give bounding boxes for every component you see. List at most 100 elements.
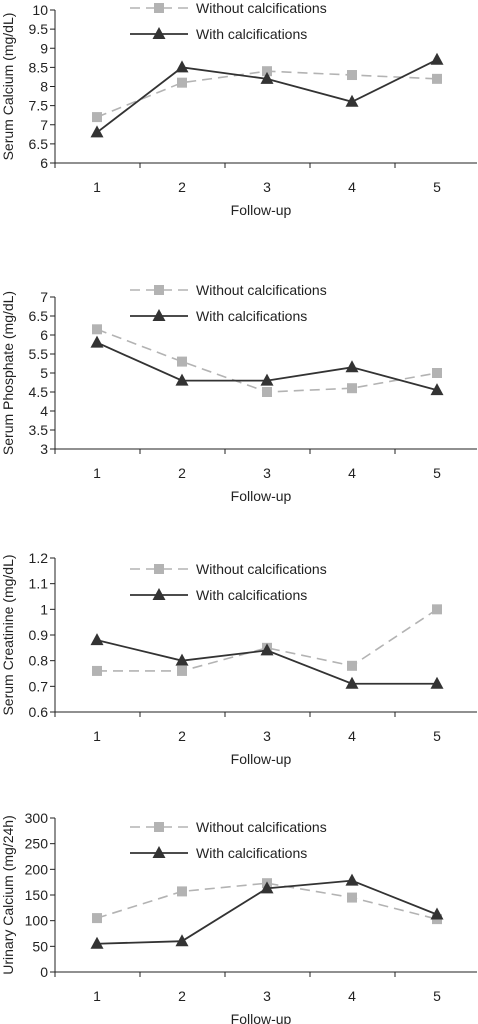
legend-label: With calcifications	[196, 587, 307, 603]
y-tick-label: 9	[40, 40, 48, 56]
y-tick-label: 50	[32, 938, 48, 954]
data-point	[175, 373, 189, 386]
legend-label: With calcifications	[196, 308, 307, 324]
legend: Without calcifications With calcification…	[130, 0, 327, 42]
x-tick-label: 3	[263, 179, 271, 195]
y-tick-label: 6.5	[29, 308, 49, 324]
x-tick-label: 3	[263, 728, 271, 744]
data-point	[432, 368, 442, 378]
data-point	[345, 360, 359, 373]
legend-marker	[154, 564, 164, 574]
legend-marker	[152, 27, 166, 39]
x-tick-label: 5	[433, 179, 441, 195]
legend-marker	[152, 588, 166, 600]
data-point	[432, 73, 442, 84]
data-point	[260, 373, 274, 386]
y-tick-label: 250	[25, 836, 49, 852]
legend-label: With calcifications	[196, 26, 307, 42]
legend-label: With calcifications	[196, 845, 307, 861]
x-tick-label: 3	[263, 988, 271, 1004]
y-tick-label: 7.5	[29, 98, 49, 114]
data-point	[177, 77, 187, 88]
data-point	[345, 94, 359, 107]
x-tick-label: 1	[93, 728, 101, 744]
data-point	[175, 934, 189, 947]
legend-label: Without calcifications	[196, 561, 327, 577]
x-tick-label: 4	[348, 728, 356, 744]
y-tick-label: 0	[40, 964, 48, 980]
data-point	[345, 676, 359, 689]
series-2	[90, 633, 444, 689]
y-tick-label: 1.2	[29, 550, 49, 566]
data-point	[347, 383, 357, 394]
y-tick-label: 6	[40, 155, 48, 171]
data-point	[92, 665, 102, 676]
x-tick-label: 1	[93, 179, 101, 195]
data-point	[347, 70, 357, 81]
series-2	[90, 873, 444, 949]
x-tick-label: 2	[178, 728, 186, 744]
y-tick-label: 6	[40, 327, 48, 343]
y-tick-label: 9.5	[29, 21, 49, 37]
y-tick-label: 0.7	[29, 678, 49, 694]
x-tick-label: 4	[348, 465, 356, 481]
data-point	[262, 66, 272, 77]
y-tick-label: 0.6	[29, 704, 49, 720]
x-tick-label: 4	[348, 179, 356, 195]
legend-marker	[152, 309, 166, 321]
series-2	[90, 52, 444, 138]
y-axis-title: Serum Calcium (mg/dL)	[0, 13, 16, 161]
data-point	[430, 52, 444, 65]
data-point	[347, 660, 357, 671]
legend-label: Without calcifications	[196, 0, 327, 16]
data-point	[92, 324, 102, 335]
data-point	[90, 936, 104, 949]
x-tick-label: 1	[93, 988, 101, 1004]
data-point	[260, 643, 274, 656]
data-point	[90, 125, 104, 138]
legend: Without calcifications With calcification…	[130, 561, 327, 603]
legend-label: Without calcifications	[196, 282, 327, 298]
x-tick-label: 2	[178, 988, 186, 1004]
series-line	[96, 882, 438, 920]
y-tick-label: 3	[40, 441, 48, 457]
data-point	[432, 604, 442, 615]
chart-3: 0.6 0.7 0.8 0.9 1 1.1 1.2 1 2 3 4 5 Follow-up Serum C…	[0, 550, 477, 767]
series-line	[97, 608, 438, 672]
y-tick-label: 150	[25, 887, 49, 903]
x-tick-label: 5	[433, 728, 441, 744]
legend: Without calcifications With calcification…	[130, 282, 327, 324]
data-point	[347, 892, 357, 903]
legend: Without calcifications With calcification…	[130, 819, 327, 861]
series-1	[92, 604, 442, 676]
y-tick-label: 4	[40, 403, 48, 419]
y-tick-label: 1.1	[29, 576, 49, 592]
legend-marker	[154, 822, 164, 832]
y-tick-label: 7	[40, 289, 48, 305]
y-tick-label: 4.5	[29, 384, 49, 400]
data-point	[430, 907, 444, 920]
data-point	[92, 913, 102, 924]
y-tick-label: 300	[25, 810, 49, 826]
chart-4: 0 50 100 150 200 250 300 1 2 3 4 5 Follow-up Urinary …	[0, 810, 477, 1024]
y-tick-label: 0.8	[29, 653, 49, 669]
data-point	[260, 71, 274, 84]
series-1	[92, 324, 442, 397]
data-point	[92, 112, 102, 123]
chart-2: 3 3.5 4 4.5 5 5.5 6 6.5 7 1 2 3 4 5 Follow-up Serum Pho…	[0, 282, 477, 504]
data-point	[430, 676, 444, 689]
x-axis-title: Follow-up	[231, 751, 292, 767]
y-tick-label: 200	[25, 861, 49, 877]
x-axis-title: Follow-up	[231, 488, 292, 504]
y-tick-label: 3.5	[29, 422, 49, 438]
y-axis-title: Urinary Calcium (mg/24h)	[0, 815, 16, 974]
x-tick-label: 5	[433, 988, 441, 1004]
x-tick-label: 3	[263, 465, 271, 481]
x-tick-label: 2	[178, 179, 186, 195]
x-tick-label: 1	[93, 465, 101, 481]
series-1	[92, 66, 442, 123]
x-tick-label: 2	[178, 465, 186, 481]
y-tick-label: 5	[40, 365, 48, 381]
data-point	[90, 335, 104, 348]
